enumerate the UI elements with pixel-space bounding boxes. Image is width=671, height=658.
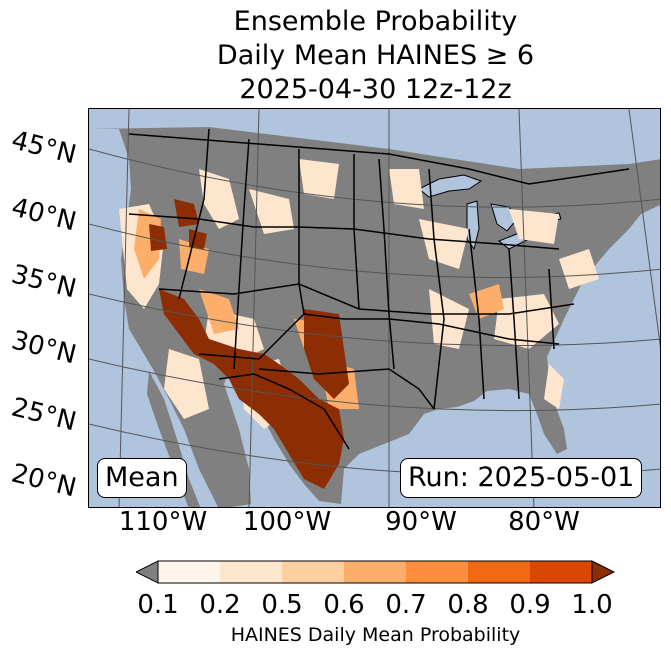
colorbar-bin-1 xyxy=(220,561,283,583)
colorbar-bin-2 xyxy=(282,561,345,583)
colorbar-bin-0 xyxy=(158,561,221,583)
colorbar-tick-1: 0.2 xyxy=(199,590,241,620)
lat-label-30: 30°N xyxy=(8,325,80,371)
lon-label-80: 80°W xyxy=(508,507,580,537)
colorbar-tick-2: 0.5 xyxy=(261,590,303,620)
colorbar-bin-6 xyxy=(530,561,593,583)
stat-label-badge: Mean xyxy=(97,458,187,498)
title-line-3: 2025-04-30 12z-12z xyxy=(239,74,512,105)
colorbar-bin-5 xyxy=(468,561,531,583)
colorbar-over-arrow xyxy=(591,560,616,584)
colorbar-under-arrow xyxy=(136,560,159,584)
lon-label-90: 90°W xyxy=(385,507,457,537)
lon-label-110: 110°W xyxy=(118,507,208,537)
lat-label-40: 40°N xyxy=(8,192,80,238)
title-line-2: Daily Mean HAINES ≥ 6 xyxy=(216,40,535,71)
colorbar-bin-4 xyxy=(406,561,469,583)
map-canvas xyxy=(89,109,660,507)
lake-superior xyxy=(418,174,483,198)
title-line-1: Ensemble Probability xyxy=(233,6,518,37)
lat-label-25: 25°N xyxy=(8,392,80,438)
lon-label-100: 100°W xyxy=(242,507,332,537)
colorbar xyxy=(136,560,616,584)
colorbar-label: HAINES Daily Mean Probability xyxy=(230,624,521,646)
baja-peninsula xyxy=(147,371,201,507)
colorbar-bins xyxy=(158,561,593,583)
colorbar-tick-5: 0.8 xyxy=(447,590,489,620)
lat-label-20: 20°N xyxy=(8,458,80,504)
state-borders xyxy=(128,128,630,450)
colorbar-tick-0: 0.1 xyxy=(137,590,179,620)
lat-label-45: 45°N xyxy=(8,125,80,171)
lat-label-35: 35°N xyxy=(8,259,80,305)
run-date-badge: Run: 2025-05-01 xyxy=(400,458,643,498)
colorbar-bin-3 xyxy=(344,561,407,583)
colorbar-tick-7: 1.0 xyxy=(571,590,613,620)
map-panel xyxy=(88,108,661,508)
colorbar-tick-3: 0.6 xyxy=(323,590,365,620)
colorbar-outline xyxy=(157,560,593,584)
colorbar-tick-6: 0.9 xyxy=(509,590,551,620)
colorbar-tick-4: 0.7 xyxy=(385,590,427,620)
